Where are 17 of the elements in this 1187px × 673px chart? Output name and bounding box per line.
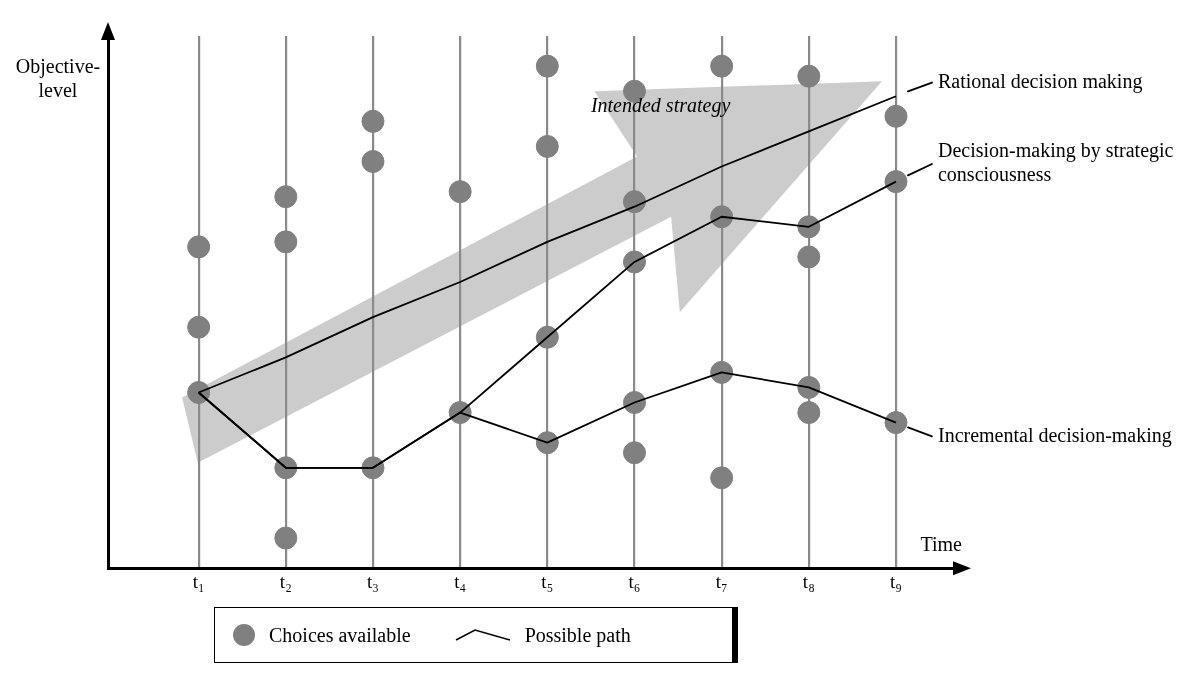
- x-tick-label: t₆: [628, 570, 641, 592]
- legend-label: Rational decision making: [937, 69, 1143, 93]
- legend-label: Decision-making by strategic consciousness: [937, 139, 1174, 186]
- legend-label: Choices available: [269, 623, 411, 647]
- text: Possible path: [524, 623, 631, 647]
- x-tick-label: t₂: [279, 570, 292, 592]
- y-axis-title: Objective-level: [15, 55, 101, 102]
- annotation: Intended strategy: [589, 93, 731, 117]
- x-tick-label: t₅: [541, 570, 554, 592]
- x-tick-label: t₁: [192, 570, 205, 592]
- x-axis-title: Time: [920, 533, 963, 556]
- x-tick-label: t₇: [715, 570, 728, 592]
- x-tick-label: t₉: [890, 570, 902, 592]
- x-tick-label: t₄: [454, 570, 467, 592]
- legend-label: Incremental decision-making: [937, 423, 1172, 447]
- x-tick-label: t₃: [367, 570, 379, 592]
- x-tick-label: t₈: [802, 570, 815, 592]
